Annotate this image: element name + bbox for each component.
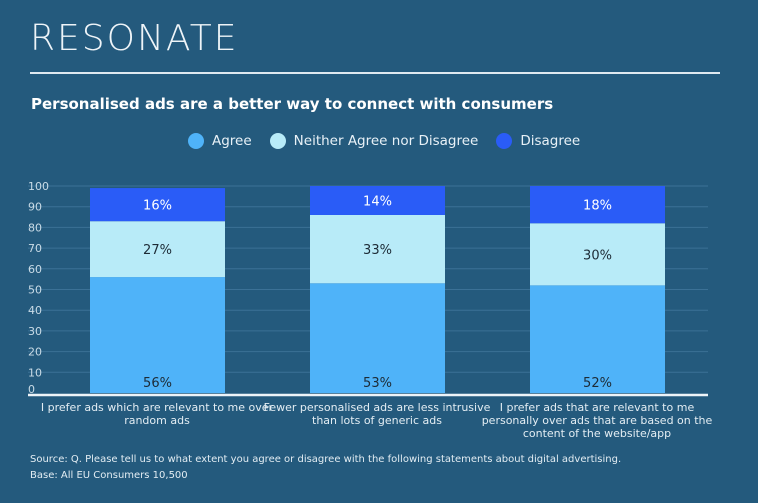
data-label: 53% [363,376,392,391]
y-tick-label: 0 [28,383,35,396]
legend-item-agree: Agree [188,133,252,149]
y-tick-label: 10 [28,366,42,379]
data-label: 18% [583,199,612,214]
data-label: 30% [583,248,612,263]
legend-label: Disagree [520,133,581,149]
bar-segment [310,283,445,393]
bar-segment [310,186,445,215]
legend: Agree Neither Agree nor Disagree Disagre… [188,133,580,149]
chart-title: Personalised ads are a better way to con… [31,95,554,113]
data-label: 27% [143,243,172,258]
y-tick-label: 100 [28,180,49,193]
y-tick-label: 40 [28,304,42,317]
category-label: I prefer ads that are relevant to me per… [481,401,713,440]
bar-segment [90,277,225,393]
legend-item-neither: Neither Agree nor Disagree [269,133,479,149]
legend-label: Neither Agree nor Disagree [293,133,479,149]
y-tick-label: 50 [28,284,42,297]
resonate-logo: RESONATE [30,18,239,59]
bar-segment [310,214,445,284]
data-label: 56% [143,376,172,391]
category-label: Fewer personalised ads are less intrusiv… [263,401,491,427]
bar-segment [530,285,665,393]
legend-item-disagree: Disagree [496,133,580,149]
y-tick-label: 70 [28,242,42,255]
y-tick-label: 30 [28,325,42,338]
y-tick-label: 60 [28,263,42,276]
base-note: Base: All EU Consumers 10,500 [30,470,188,481]
bar-segment [90,188,225,222]
data-label: 14% [363,194,392,209]
data-label: 33% [363,243,392,258]
header-divider [30,72,720,74]
legend-swatch [269,133,286,149]
source-note: Source: Q. Please tell us to what extent… [30,454,622,465]
bar-segment [530,223,665,286]
y-tick-label: 20 [28,346,42,359]
y-tick-label: 90 [28,201,42,214]
data-label: 52% [583,376,612,391]
y-tick-label: 80 [28,221,42,234]
bar-segment [90,221,225,278]
legend-swatch [188,133,204,149]
legend-swatch [496,133,513,149]
data-label: 16% [143,199,172,214]
bar-segment [530,186,665,224]
legend-label: Agree [212,133,252,149]
category-label: I prefer ads which are relevant to me ov… [40,401,274,427]
